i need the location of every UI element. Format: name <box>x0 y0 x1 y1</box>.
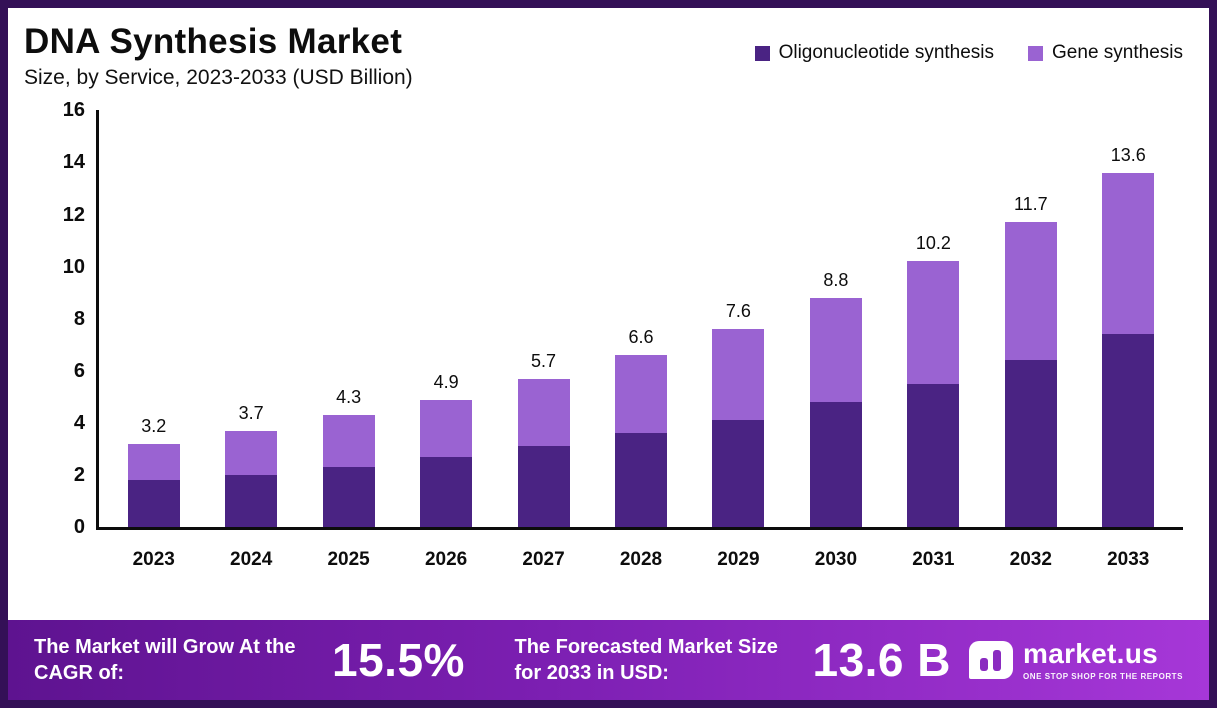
x-axis-label: 2031 <box>912 549 955 571</box>
bar-segment-gene-synthesis <box>517 378 570 447</box>
x-axis-label: 2024 <box>230 549 273 571</box>
legend-swatch-oligonucleotide <box>754 45 770 61</box>
bar-value-label: 4.9 <box>433 371 459 392</box>
bar-value-label: 3.2 <box>141 415 167 436</box>
bar-segment-gene-synthesis <box>907 261 960 384</box>
x-axis-label: 2030 <box>814 549 858 571</box>
brand-text-block: market.us ONE STOP SHOP FOR THE REPORTS <box>1023 637 1183 681</box>
logo-bar-tall <box>993 650 1002 671</box>
bar-segment-oligonucleotide-synthesis <box>809 402 862 528</box>
legend-item-gene: Gene synthesis <box>1028 42 1183 64</box>
bar-segment-gene-synthesis <box>225 430 278 476</box>
bar-segment-oligonucleotide-synthesis <box>1102 334 1155 528</box>
legend-label-gene: Gene synthesis <box>1052 42 1183 63</box>
bars-row: 3.2 2023 3.7 2024 4.3 2025 4.9 2026 5.7 2027 6.6 20… <box>99 110 1183 570</box>
cagr-label: The Market will Grow At the CAGR of: <box>34 636 296 684</box>
chart-title: DNA Synthesis Market <box>24 22 403 61</box>
brand-tagline: ONE STOP SHOP FOR THE REPORTS <box>1023 671 1183 681</box>
bar-segment-gene-synthesis <box>127 443 180 481</box>
y-axis-tick: 10 <box>62 255 85 278</box>
bar-group: 11.7 2032 <box>982 110 1079 570</box>
bar-segment-oligonucleotide-synthesis <box>907 383 960 528</box>
y-axis-tick: 4 <box>73 412 85 434</box>
bar-value-label: 3.7 <box>238 402 264 423</box>
y-axis-tick: 16 <box>62 99 85 122</box>
bar-segment-oligonucleotide-synthesis <box>127 480 180 528</box>
y-axis-tick: 12 <box>62 203 85 226</box>
x-axis-label: 2033 <box>1107 549 1150 571</box>
x-axis-label: 2028 <box>619 549 663 571</box>
bar-segment-oligonucleotide-synthesis <box>517 446 570 528</box>
bar-group: 3.7 2024 <box>202 110 299 570</box>
bar-group: 6.6 2028 <box>592 110 689 570</box>
bar-group: 8.8 2030 <box>787 110 884 570</box>
bar-segment-gene-synthesis <box>712 329 765 421</box>
brand-name: market.us <box>1023 637 1159 669</box>
y-axis-tick: 6 <box>73 359 85 382</box>
y-axis-tick: 0 <box>73 516 85 539</box>
y-axis-tick: 14 <box>62 151 85 174</box>
x-axis-label: 2027 <box>522 549 565 571</box>
y-axis-tick: 2 <box>73 464 85 487</box>
cagr-value: 15.5% <box>332 634 465 686</box>
x-axis-label: 2023 <box>132 549 175 571</box>
legend-label-oligonucleotide: Oligonucleotide synthesis <box>778 42 995 63</box>
bar-group: 10.2 2031 <box>885 110 982 570</box>
bar-group: 3.2 2023 <box>105 110 202 570</box>
x-axis-label: 2026 <box>424 549 468 571</box>
bar-segment-oligonucleotide-synthesis <box>225 475 278 528</box>
bar-segment-oligonucleotide-synthesis <box>322 467 375 528</box>
bar-segment-oligonucleotide-synthesis <box>712 420 765 528</box>
chart-panel: DNA Synthesis Market Size, by Service, 2… <box>8 8 1209 700</box>
bar-group: 13.6 2033 <box>1080 110 1177 570</box>
bar-value-label: 5.7 <box>531 350 557 371</box>
bar-segment-oligonucleotide-synthesis <box>420 456 473 528</box>
y-axis-tick: 8 <box>73 307 85 330</box>
bar-segment-gene-synthesis <box>322 415 375 468</box>
x-axis-label: 2025 <box>327 549 370 571</box>
bar-group: 4.3 2025 <box>300 110 397 570</box>
legend-swatch-gene <box>1028 45 1044 61</box>
legend-item-oligonucleotide: Oligonucleotide synthesis <box>754 42 995 64</box>
logo-bar-short <box>980 658 989 671</box>
bar-value-label: 13.6 <box>1110 144 1146 165</box>
forecast-label: The Forecasted Market Size for 2033 in U… <box>514 636 778 684</box>
bar-value-label: 8.8 <box>823 269 849 290</box>
title-block: DNA Synthesis Market Size, by Service, 2… <box>24 22 413 90</box>
bar-segment-oligonucleotide-synthesis <box>614 433 667 528</box>
bar-group: 5.7 2027 <box>495 110 592 570</box>
brand-logo: market.us ONE STOP SHOP FOR THE REPORTS <box>969 637 1183 681</box>
bar-group: 7.6 2029 <box>690 110 787 570</box>
bar-value-label: 6.6 <box>628 327 654 348</box>
forecast-value: 13.6 B <box>812 634 952 686</box>
bar-value-label: 10.2 <box>915 233 951 254</box>
bar-segment-gene-synthesis <box>809 297 862 403</box>
bar-value-label: 11.7 <box>1013 194 1048 215</box>
bar-value-label: 4.3 <box>336 387 362 408</box>
x-axis-label: 2032 <box>1009 549 1052 571</box>
bar-value-label: 7.6 <box>725 301 751 322</box>
logo-bubble-shape <box>969 641 1014 679</box>
footer-banner: The Market will Grow At the CAGR of: 15.… <box>8 620 1209 700</box>
bar-segment-gene-synthesis <box>1004 222 1057 361</box>
bar-group: 4.9 2026 <box>397 110 494 570</box>
chart-subtitle: Size, by Service, 2023-2033 (USD Billion… <box>24 66 413 90</box>
bar-segment-gene-synthesis <box>614 355 667 434</box>
bar-segment-gene-synthesis <box>420 399 473 457</box>
marketus-logo-icon <box>969 641 1014 679</box>
bar-segment-oligonucleotide-synthesis <box>1004 360 1057 528</box>
bar-segment-gene-synthesis <box>1102 172 1155 335</box>
chart-header: DNA Synthesis Market Size, by Service, 2… <box>8 8 1209 90</box>
x-axis-label: 2029 <box>717 549 760 571</box>
chart-legend: Oligonucleotide synthesis Gene synthesis <box>754 42 1183 64</box>
plot-area: 0 2 4 6 8 10 12 14 16 3.2 2023 3.7 2024 4.3 2025 4.9 20… <box>63 100 1183 570</box>
